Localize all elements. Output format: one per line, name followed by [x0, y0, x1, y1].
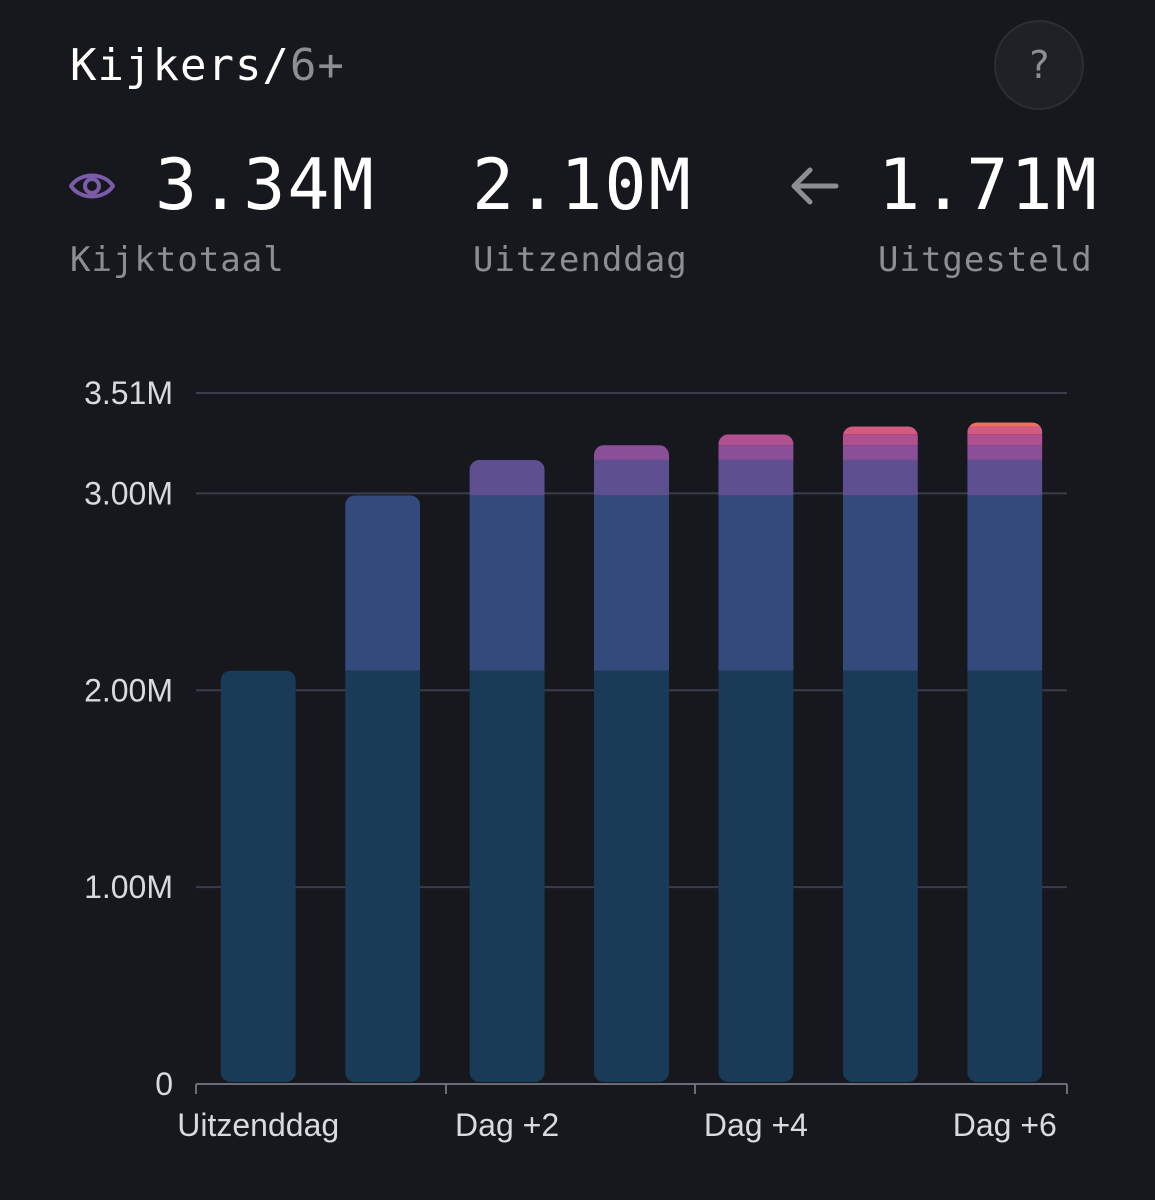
bar-segment — [718, 670, 794, 1083]
broadcast-day-value: 2.10M — [472, 144, 693, 226]
y-tick-label: 2.00M — [84, 672, 173, 708]
bar-segment — [842, 495, 918, 671]
bar-stack — [345, 495, 421, 1082]
bar-segment — [594, 670, 669, 1083]
bar-segment — [220, 670, 296, 1082]
bar-segment — [842, 445, 918, 460]
bar-segment — [967, 459, 1043, 496]
x-tick-label: Dag +6 — [953, 1107, 1057, 1143]
title-main: Kijkers/ — [70, 40, 290, 91]
page-title: Kijkers/6+ — [70, 40, 345, 91]
help-button[interactable]: ? — [994, 20, 1084, 110]
bar-segment — [967, 426, 1043, 435]
x-tick-label: Dag +4 — [704, 1107, 808, 1143]
bar-segment — [842, 426, 918, 435]
eye-icon — [69, 173, 115, 199]
bar-segment — [842, 434, 918, 446]
bar-segment — [345, 670, 421, 1082]
bar-segment — [345, 495, 421, 671]
title-audience-suffix: 6+ — [289, 40, 345, 91]
x-tick-label: Dag +2 — [455, 1107, 559, 1143]
bar-stack — [842, 426, 918, 1082]
bar-segment — [469, 459, 545, 496]
bar-segment — [718, 495, 794, 671]
bar-stack — [594, 445, 669, 1083]
bar-segment — [594, 459, 669, 496]
y-tick-label: 3.00M — [84, 475, 173, 511]
y-tick-label: 3.51M — [84, 375, 173, 411]
bar-segment — [967, 422, 1043, 427]
bar-segment — [718, 459, 794, 496]
total-viewers-label: Kijktotaal — [70, 240, 285, 280]
broadcast-day-label: Uitzenddag — [473, 240, 688, 280]
arrow-left-icon — [791, 167, 839, 205]
bar-segment — [469, 495, 545, 671]
delayed-viewers-label: Uitgesteld — [878, 240, 1093, 280]
bar-segment — [967, 434, 1043, 446]
y-tick-label: 0 — [155, 1066, 173, 1102]
bar-segment — [718, 434, 794, 446]
bar-segment — [594, 445, 669, 460]
total-viewers-value: 3.34M — [155, 144, 376, 226]
bar-segment — [842, 670, 918, 1082]
x-tick-label: Uitzenddag — [177, 1107, 339, 1143]
bar-segment — [967, 445, 1043, 460]
y-tick-label: 1.00M — [84, 869, 173, 905]
bar-segment — [842, 459, 918, 496]
bar-stack — [220, 670, 296, 1082]
bar-stack — [469, 459, 545, 1083]
bar-segment — [967, 495, 1043, 671]
bar-stack — [718, 434, 794, 1083]
bar-segment — [594, 495, 669, 671]
bar-segment — [718, 445, 794, 460]
bar-segment — [469, 670, 545, 1083]
delayed-viewers-value: 1.71M — [878, 144, 1099, 226]
bar-segment — [967, 670, 1043, 1082]
bar-stack — [967, 422, 1043, 1082]
